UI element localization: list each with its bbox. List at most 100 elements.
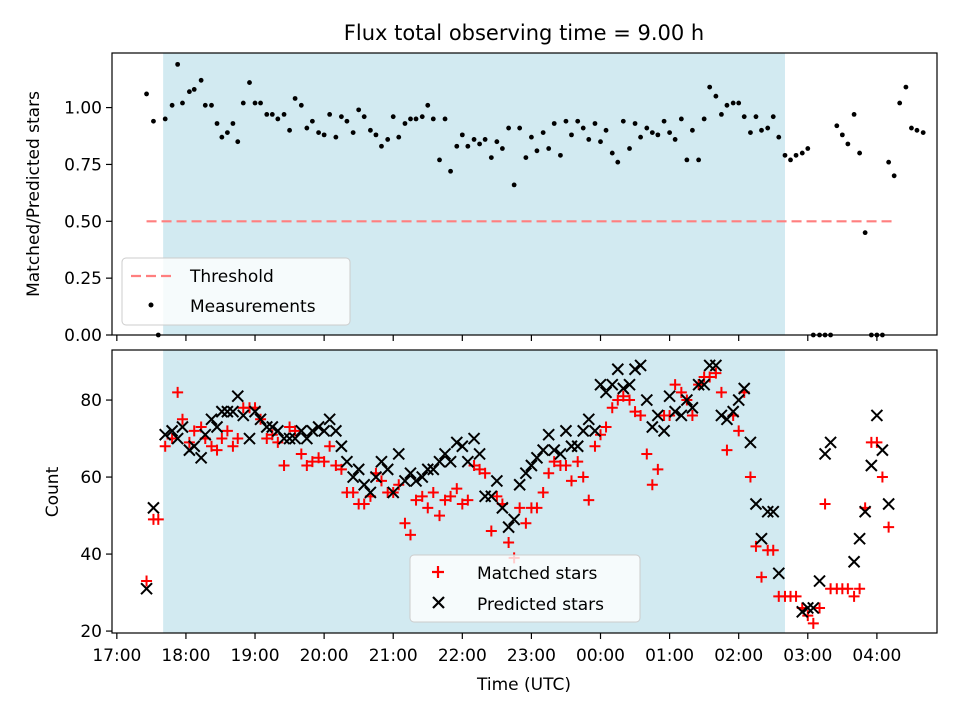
matched-star-point — [721, 444, 733, 456]
matched-star-point — [427, 486, 439, 498]
measurement-point — [287, 127, 292, 133]
measurement-point — [770, 114, 776, 120]
matched-star-point — [152, 513, 164, 525]
measurement-point — [361, 114, 367, 120]
measurement-point — [379, 143, 384, 149]
measurement-point — [586, 137, 592, 142]
matched-star-point — [883, 521, 895, 533]
matched-star-point — [375, 475, 387, 487]
x-tick-label: 04:00 — [852, 646, 901, 666]
legend-measurements-swatch — [148, 302, 154, 308]
predicted-star-point — [369, 470, 383, 484]
predicted-star-point — [352, 463, 365, 476]
predicted-star-point — [525, 459, 538, 472]
measurement-point — [327, 112, 333, 117]
measurement-point — [506, 125, 512, 131]
predicted-star-point — [732, 393, 745, 407]
bottom-y-axis-ticks: 20 40 60 80 — [80, 391, 112, 642]
measurement-point — [494, 139, 500, 145]
matched-star-point — [790, 590, 802, 602]
measurement-point — [368, 127, 373, 133]
matched-star-point — [514, 502, 526, 514]
predicted-star-point — [599, 386, 613, 399]
predicted-star-point — [663, 389, 676, 403]
matched-star-point — [278, 460, 290, 472]
predicted-star-point — [266, 420, 279, 434]
legend-predicted-swatch — [432, 596, 445, 609]
measurement-point — [580, 125, 586, 131]
predicted-star-point — [761, 505, 774, 518]
measurement-point — [701, 116, 707, 122]
predicted-star-point — [502, 520, 515, 534]
x-tick-label: 03:00 — [783, 646, 832, 666]
measurement-point — [805, 146, 811, 151]
predicted-star-point — [404, 467, 417, 480]
predicted-star-point — [709, 359, 723, 372]
matched-star-point — [560, 460, 572, 472]
predicted-star-point — [818, 447, 832, 461]
predicted-star-point — [559, 424, 573, 438]
predicted-star-point — [473, 447, 486, 461]
predicted-star-point — [215, 405, 229, 418]
measurement-point — [793, 152, 799, 158]
measurement-point — [344, 118, 350, 124]
measurement-point — [465, 143, 471, 149]
measurement-point — [191, 86, 197, 92]
measurement-point — [209, 102, 214, 108]
matched-star-point — [289, 425, 301, 437]
legend-measurements-label: Measurements — [190, 297, 316, 317]
measurement-point — [162, 116, 168, 122]
measurement-point — [834, 123, 840, 129]
legend-matched-label: Matched stars — [477, 564, 597, 584]
matched-star-point — [313, 452, 325, 464]
matched-star-point — [704, 371, 716, 383]
predicted-star-point — [467, 432, 481, 445]
predicted-star-point — [306, 424, 319, 438]
predicted-star-point — [147, 501, 160, 515]
matched-star-point — [330, 460, 342, 472]
bottom-legend: Matched stars Predicted stars — [409, 554, 641, 623]
predicted-star-point — [796, 605, 809, 619]
measurement-point — [477, 141, 482, 147]
predicted-star-point — [640, 393, 654, 407]
predicted-star-point — [194, 451, 208, 465]
matched-star-point — [744, 471, 756, 483]
measurement-point — [144, 91, 149, 97]
predicted-star-point — [165, 424, 179, 438]
legend-threshold-label: Threshold — [189, 267, 274, 287]
predicted-star-point — [357, 478, 371, 491]
matched-star-point — [434, 510, 446, 522]
predicted-star-point — [283, 432, 296, 445]
measurement-point — [551, 121, 557, 126]
measurement-point — [638, 134, 643, 140]
matched-star-point — [543, 467, 555, 479]
measurement-point — [678, 116, 684, 122]
predicted-star-point — [744, 436, 757, 449]
measurement-point — [903, 84, 909, 90]
measurement-point — [321, 132, 327, 138]
measurement-point — [891, 173, 897, 179]
measurement-point — [696, 157, 702, 163]
x-tick-label: 18:00 — [161, 646, 210, 666]
predicted-star-point — [876, 443, 889, 457]
measurement-point — [298, 102, 304, 108]
top-y-tick-label: 0.75 — [64, 155, 102, 175]
predicted-star-point — [444, 455, 457, 468]
predicted-star-point — [651, 409, 665, 422]
predicted-star-point — [335, 440, 348, 453]
predicted-star-point — [231, 389, 244, 403]
top-y-tick-label: 0.25 — [64, 269, 102, 289]
matched-star-point — [750, 540, 762, 552]
measurement-point — [563, 118, 569, 124]
matched-star-point — [669, 379, 681, 391]
measurement-point — [649, 130, 655, 135]
predicted-star-point — [870, 409, 884, 422]
measurement-point — [540, 130, 546, 135]
predicted-star-point — [772, 567, 785, 580]
matched-star-point — [399, 517, 411, 529]
bottom-y-tick-label: 80 — [80, 391, 102, 411]
measurement-point — [851, 112, 857, 117]
measurement-point — [845, 141, 851, 147]
measurement-point — [252, 100, 258, 106]
matched-star-point — [675, 386, 687, 398]
